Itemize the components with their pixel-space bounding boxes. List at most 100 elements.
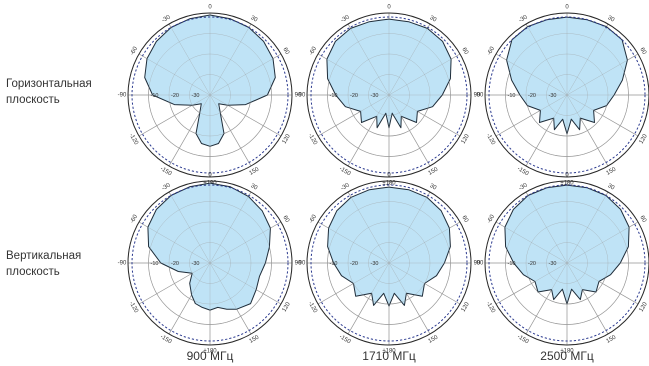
- angle-tick-label: 30: [428, 15, 437, 24]
- angle-tick-label: -120: [128, 301, 140, 315]
- angle-tick-label: 120: [282, 133, 293, 145]
- polar-chart-3: 0 30 60 90 120 150 ±180 -150 -120 -90 -60 -30 -10 -20…: [118, 173, 302, 355]
- radial-tick-label: -20: [528, 261, 536, 267]
- outer-ring: [484, 180, 649, 346]
- angle-tick-label: -90: [118, 261, 127, 267]
- angle-tick-label: -150: [159, 334, 173, 346]
- row-label-horizontal-line2: плоскость: [6, 94, 60, 106]
- angle-tick-label: 0: [208, 173, 212, 179]
- angle-tick-label: -150: [516, 166, 530, 178]
- angle-tick-label: -90: [475, 261, 484, 267]
- angle-tick-label: -150: [516, 334, 530, 346]
- angle-tick-label: -30: [161, 14, 172, 24]
- grid-ring-overlay: [546, 242, 588, 284]
- angle-tick-label: 150: [605, 334, 617, 345]
- angle-tick-label: 120: [461, 301, 472, 313]
- angle-tick-label: 150: [605, 166, 617, 177]
- angle-tick-label: -150: [159, 166, 173, 178]
- outer-ring: [127, 180, 293, 346]
- angle-tick-label: 60: [638, 215, 647, 224]
- angle-tick-label: 150: [427, 334, 439, 345]
- row-label-vertical-line2: плоскость: [6, 266, 60, 278]
- grid-ring-overlay: [368, 74, 410, 116]
- grid-ring-overlay: [327, 201, 451, 325]
- polar-chart-4: 0 30 60 90 120 150 ±180 -150 -120 -90 -60 -30 -10 -20…: [297, 173, 481, 355]
- radial-tick-label: -30: [192, 261, 200, 267]
- radial-tick-label: -10: [508, 93, 516, 99]
- angle-tick-label: -90: [118, 93, 127, 99]
- grid-ring-overlay: [189, 74, 231, 116]
- outer-ring: [127, 12, 293, 178]
- angle-tick-label: 0: [565, 5, 569, 11]
- reference-circle: [488, 16, 646, 174]
- radial-tick-label: -20: [171, 261, 179, 267]
- grid-ring-overlay: [347, 221, 431, 305]
- angle-tick-label: ±180: [203, 349, 217, 355]
- radial-tick-label: -10: [151, 261, 159, 267]
- radial-tick-label: -10: [330, 93, 338, 99]
- angle-tick-label: 150: [248, 166, 260, 177]
- row-label-horizontal-line1: Горизонтальная: [6, 78, 92, 90]
- grid-ring-overlay: [148, 201, 272, 325]
- angle-tick-label: 90: [474, 261, 481, 267]
- angle-tick-label: -120: [485, 133, 497, 147]
- grid-ring-overlay: [505, 201, 629, 325]
- reference-circle: [131, 16, 289, 174]
- row-label-vertical-line1: Вертикальная: [6, 250, 82, 262]
- grid-ring-overlay: [148, 33, 272, 157]
- angle-tick-label: 150: [427, 166, 439, 177]
- angle-tick-label: 60: [281, 47, 290, 56]
- angle-tick-label: 60: [460, 47, 469, 56]
- outer-ring: [306, 180, 472, 346]
- grid-ring-overlay: [168, 221, 252, 305]
- grid-ring-overlay: [189, 242, 231, 284]
- radial-tick-label: -30: [192, 93, 200, 99]
- radial-tick-label: -30: [371, 93, 379, 99]
- reference-circle: [131, 184, 289, 342]
- angle-tick-label: -120: [307, 133, 319, 147]
- radial-tick-label: -30: [549, 93, 557, 99]
- row-label-vertical: Вертикальная плоскость: [6, 248, 136, 280]
- grid-ring-overlay: [347, 53, 431, 137]
- angle-tick-label: 30: [606, 183, 615, 192]
- angle-tick-label: 30: [249, 15, 258, 24]
- angle-tick-label: -60: [309, 213, 319, 224]
- angle-tick-label: -30: [161, 182, 172, 192]
- grid-ring-overlay: [168, 53, 252, 137]
- column-label-1710: 1710 МГц: [362, 349, 416, 363]
- angle-tick-label: -120: [485, 301, 497, 315]
- angle-tick-label: 120: [282, 301, 293, 313]
- angle-tick-label: -60: [487, 45, 497, 56]
- angle-tick-label: 60: [460, 215, 469, 224]
- reference-circle: [488, 184, 646, 342]
- column-label-2500: 2500 МГц: [540, 349, 594, 363]
- angle-tick-label: 0: [387, 5, 391, 11]
- radial-tick-label: -30: [371, 261, 379, 267]
- angle-tick-label: -150: [338, 166, 352, 178]
- radial-tick-label: -30: [549, 261, 557, 267]
- angle-tick-label: -90: [297, 261, 306, 267]
- angle-tick-label: 90: [295, 261, 302, 267]
- angle-tick-label: -30: [518, 14, 529, 24]
- angle-tick-label: 120: [461, 133, 472, 145]
- polar-chart-2: 0306090120150±180-150-120-90-60-30-10-20…: [475, 5, 649, 187]
- angle-tick-label: 90: [474, 93, 481, 99]
- angle-tick-label: 0: [565, 173, 569, 179]
- grid-ring-overlay: [327, 33, 451, 157]
- angle-tick-label: -30: [518, 182, 529, 192]
- pattern-shape: [147, 182, 271, 311]
- angle-tick-label: -30: [340, 182, 351, 192]
- angle-tick-label: -60: [487, 213, 497, 224]
- angle-tick-label: 60: [281, 215, 290, 224]
- row-label-horizontal: Горизонтальная плоскость: [6, 76, 136, 108]
- radial-tick-label: -20: [171, 93, 179, 99]
- angle-tick-label: 30: [428, 183, 437, 192]
- outer-ring: [306, 12, 472, 178]
- angle-tick-label: 90: [295, 93, 302, 99]
- radial-tick-label: -10: [330, 261, 338, 267]
- angle-tick-label: -30: [340, 14, 351, 24]
- grid-ring-overlay: [546, 74, 588, 116]
- angle-tick-label: ±180: [382, 349, 396, 355]
